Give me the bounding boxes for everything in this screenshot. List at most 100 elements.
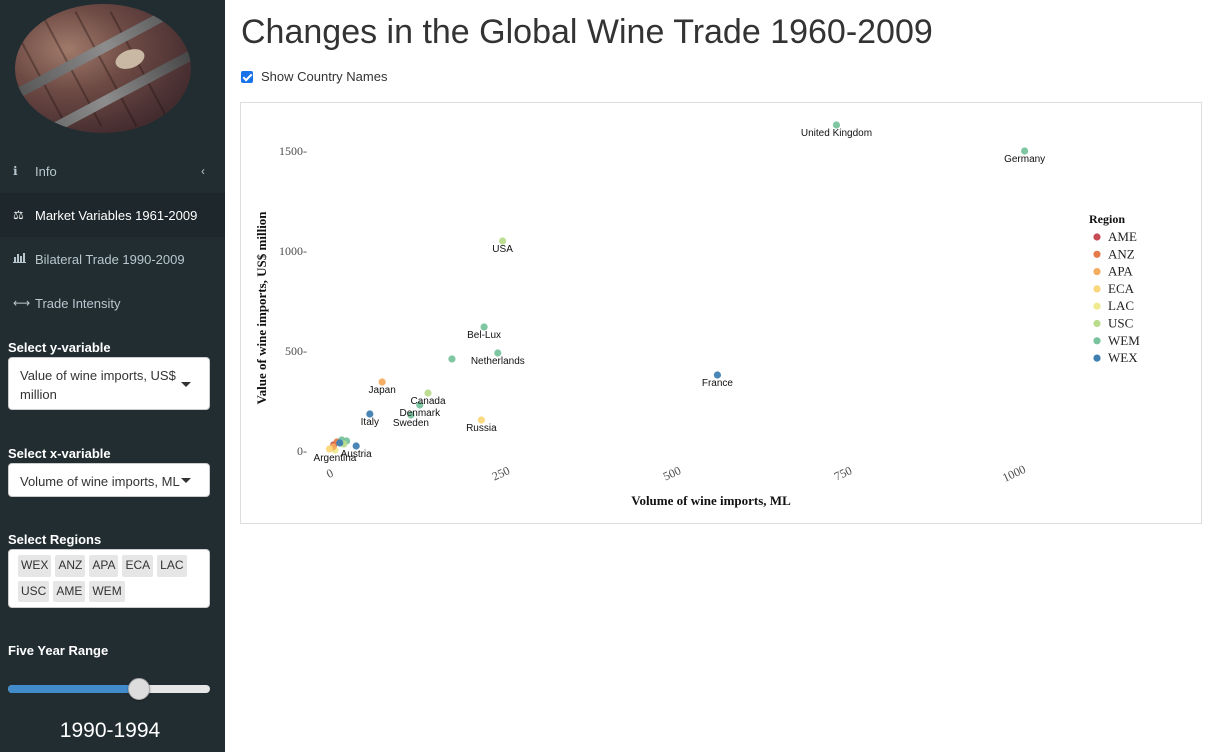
y-variable-select[interactable]: Value of wine imports, US$ million	[8, 357, 210, 410]
legend-label: WEM	[1108, 333, 1140, 348]
regions-multiselect[interactable]: WEX ANZ APA ECA LAC USC AME WEM	[8, 549, 210, 608]
caret-down-icon	[181, 381, 191, 387]
menu-item-info[interactable]: ℹ Info ‹	[0, 149, 225, 193]
x-tick-label: 750	[832, 463, 854, 483]
y-tick-label: 1000-	[279, 244, 307, 258]
data-point	[480, 323, 488, 331]
x-variable-label: Select x-variable	[8, 446, 111, 461]
menu-item-trade-intensity[interactable]: ⟷ Trade Intensity	[0, 281, 225, 325]
legend-swatch	[1093, 319, 1101, 328]
data-point	[416, 401, 424, 409]
legend-label: WEX	[1108, 350, 1138, 365]
x-tick-label: 250	[490, 463, 512, 483]
legend-swatch	[1093, 337, 1101, 345]
data-point	[352, 442, 360, 450]
legend-swatch	[1093, 268, 1101, 276]
menu-item-label: Info	[35, 163, 57, 179]
x-tick-label: 1000	[1000, 462, 1028, 485]
x-tick-label: 500	[661, 463, 683, 483]
region-chip[interactable]: ANZ	[55, 555, 86, 577]
point-label: Sweden	[393, 418, 429, 429]
caret-down-icon	[181, 478, 191, 483]
region-chip[interactable]: WEM	[89, 580, 125, 602]
bar-chart-icon	[13, 252, 35, 266]
menu-item-bilateral-trade[interactable]: Bilateral Trade 1990-2009	[0, 237, 225, 281]
point-label: Russia	[466, 423, 497, 434]
y-variable-value: Value of wine imports, US$ million	[20, 368, 176, 402]
region-chip[interactable]: APA	[89, 555, 119, 577]
legend-swatch	[1093, 250, 1101, 258]
legend-label: USC	[1108, 316, 1133, 331]
legend-swatch	[1093, 233, 1101, 241]
y-variable-label: Select y-variable	[8, 340, 111, 355]
point-label: Japan	[369, 385, 396, 396]
data-point	[713, 371, 722, 379]
data-point	[1021, 147, 1029, 155]
point-label: Netherlands	[471, 356, 525, 367]
x-tick-label: 0	[324, 466, 335, 481]
region-chip[interactable]: LAC	[157, 555, 187, 577]
point-label: Italy	[361, 417, 379, 428]
point-label: Germany	[1004, 154, 1045, 165]
slider-fill	[8, 685, 140, 693]
checkbox-checked-icon[interactable]	[241, 70, 253, 83]
data-point	[407, 411, 415, 419]
menu-item-market-variables[interactable]: ⚖ Market Variables 1961-2009	[0, 193, 225, 237]
x-variable-select[interactable]: Volume of wine imports, ML	[8, 463, 210, 497]
show-country-names-toggle[interactable]: Show Country Names	[241, 69, 387, 84]
info-icon: ℹ	[13, 164, 18, 178]
legend-swatch	[1093, 302, 1101, 310]
arrows-h-icon: ⟷	[13, 296, 31, 310]
wine-barrel-logo	[15, 4, 191, 133]
legend-label: AME	[1108, 229, 1137, 244]
legend-label: ANZ	[1108, 246, 1135, 261]
data-point	[325, 445, 334, 453]
legend-label: APA	[1108, 264, 1133, 279]
point-label: Canada	[410, 396, 445, 407]
x-variable-value: Volume of wine imports, ML	[20, 474, 180, 489]
region-chip[interactable]: WEX	[18, 555, 52, 577]
regions-label: Select Regions	[8, 532, 102, 547]
data-point	[366, 410, 374, 418]
data-point	[424, 389, 432, 397]
slider-handle[interactable]	[128, 678, 151, 700]
point-label: Denmark	[400, 408, 442, 419]
data-point	[336, 439, 344, 447]
chevron-left-icon: ‹	[201, 164, 205, 178]
point-label: France	[702, 378, 734, 389]
data-point	[477, 416, 485, 424]
y-axis-title: Value of wine imports, US$ million	[254, 211, 269, 405]
region-chip[interactable]: USC	[18, 580, 50, 602]
legend-label: ECA	[1108, 281, 1135, 296]
legend-label: LAC	[1108, 298, 1134, 313]
legend-title: Region	[1089, 212, 1125, 226]
point-label: Austria	[341, 449, 373, 460]
legend-swatch	[1093, 285, 1101, 293]
point-label: Bel-Lux	[467, 330, 501, 341]
data-point	[498, 237, 507, 245]
y-tick-label: 1500-	[279, 144, 307, 158]
legend-swatch	[1093, 354, 1101, 362]
year-range-slider[interactable]	[8, 678, 210, 700]
data-point	[448, 355, 456, 363]
data-point	[832, 121, 841, 129]
data-point	[494, 349, 502, 357]
region-chip[interactable]: AME	[53, 580, 86, 602]
point-label: Argentina	[314, 453, 357, 464]
point-label: United Kingdom	[801, 128, 872, 139]
y-tick-label: 500-	[285, 344, 307, 358]
scatter-plot-panel: 0- 500- 1000- 1500- 0 250 500 750 1000 Volume of …	[240, 102, 1202, 524]
data-point	[378, 378, 386, 386]
x-axis-title: Volume of wine imports, ML	[631, 493, 791, 508]
balance-scale-icon: ⚖	[13, 208, 24, 222]
menu-item-label: Trade Intensity	[35, 295, 121, 311]
point-label: USA	[492, 244, 513, 255]
menu-item-label: Market Variables 1961-2009	[35, 207, 198, 223]
scatter-plot: 0- 500- 1000- 1500- 0 250 500 750 1000 Volume of …	[254, 121, 1140, 508]
page-title: Changes in the Global Wine Trade 1960-20…	[241, 13, 933, 51]
menu-item-label: Bilateral Trade 1990-2009	[35, 251, 185, 267]
region-chip[interactable]: ECA	[122, 555, 154, 577]
year-range-label: Five Year Range	[8, 643, 109, 658]
year-range-value: 1990-1994	[59, 719, 161, 742]
y-tick-label: 0-	[297, 444, 307, 458]
